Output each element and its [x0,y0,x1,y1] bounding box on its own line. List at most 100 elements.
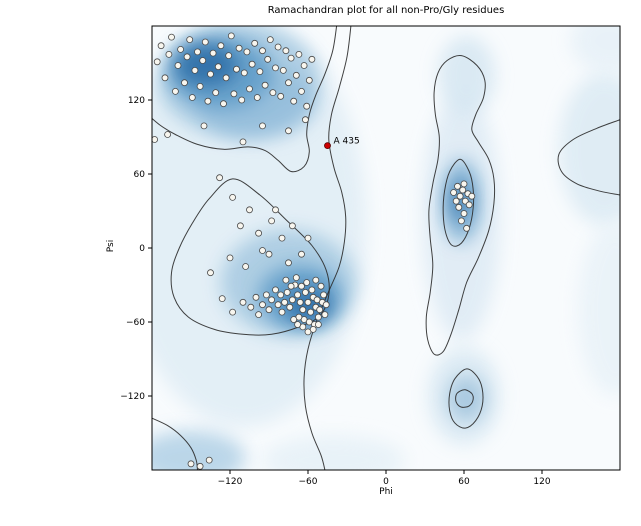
residue-point [292,71,300,79]
residue-point [204,97,212,105]
residue-point [259,122,266,130]
residue-point [274,43,282,51]
residue-point [216,174,224,182]
residue-point [246,85,253,93]
residue-point [259,47,266,55]
residue-point [201,38,209,46]
residue-point [207,70,214,78]
residue-point [282,276,290,284]
residue-point [251,39,259,47]
residue-point [309,325,317,333]
residue-point [242,263,250,270]
residue-point [165,51,173,58]
residue-point [191,67,199,74]
density-blob [447,375,487,422]
residue-point [181,79,188,87]
residue-point [308,286,316,294]
contour-left-allowed-outer [303,26,352,470]
residue-point [301,288,309,296]
residue-point [298,282,305,290]
residue-point [199,57,207,64]
residue-point [230,90,238,98]
residue-point [304,234,312,242]
residue-point [320,291,328,299]
residue-point [279,67,287,74]
residue-point [269,89,277,96]
residue-point [207,269,214,277]
residue-point [255,311,263,319]
residue-point [196,462,204,470]
residue-point [229,308,237,316]
residue-point [220,100,227,108]
residue-point [287,282,295,290]
residue-point [314,321,322,328]
residue-point [296,298,304,306]
residue-point [317,282,325,290]
density-blob [570,26,620,73]
residue-point [307,308,315,316]
density-blob [175,44,238,87]
residue-point [294,291,302,299]
residue-point [226,254,234,262]
residue-point [209,49,217,57]
y-tick-label: −60 [126,318,145,328]
residue-point [277,92,285,100]
contour-beta-outer [152,26,338,173]
residue-point [161,74,169,82]
residue-point [252,293,260,301]
residue-point [212,89,220,96]
contour-alpha-outer [170,178,330,336]
residue-point [285,127,292,135]
residue-point [187,460,195,468]
residue-point [305,76,313,84]
residue-point [316,306,324,314]
contour-bottom-left-wrap [152,417,198,470]
residue-point [455,203,463,211]
residue-point [286,303,294,311]
residue-point [292,274,300,282]
residue-point [222,74,230,82]
residue-point [194,48,201,56]
residue-point [262,291,270,299]
residue-point [268,217,276,225]
residue-point [298,88,305,95]
x-tick-label: −60 [299,477,318,487]
residue-point [247,303,255,311]
residue-point [196,83,204,90]
residue-point [261,81,269,89]
residue-point [239,138,247,146]
residue-point [272,286,279,294]
residue-point [256,68,264,75]
residue-point [259,301,266,309]
residue-point [290,97,298,105]
residue-point [290,316,298,323]
density-blob [438,35,496,115]
contour-right-allowed-outer [425,54,496,356]
residue-point [236,222,244,230]
residue-point [456,192,464,200]
density-blob [262,435,406,470]
y-tick-label: 120 [128,96,145,106]
residue-point [240,69,248,77]
residue-point [253,94,261,101]
density-blob [152,430,246,470]
residue-point [457,217,465,225]
x-axis-label: Phi [379,487,393,497]
residue-point [300,62,308,69]
residue-point [248,60,256,68]
x-tick-label: 60 [458,477,470,487]
y-tick-label: 0 [139,244,145,254]
residue-point [468,192,476,200]
residue-point [295,51,303,58]
residue-point [174,62,182,69]
residue-point [238,96,246,104]
residue-point [312,276,320,284]
residue-point [301,116,309,124]
residue-point [235,44,243,52]
residue-point [255,229,263,237]
residue-point [259,247,266,254]
y-tick-label: 60 [134,170,146,180]
residue-point [303,102,311,110]
